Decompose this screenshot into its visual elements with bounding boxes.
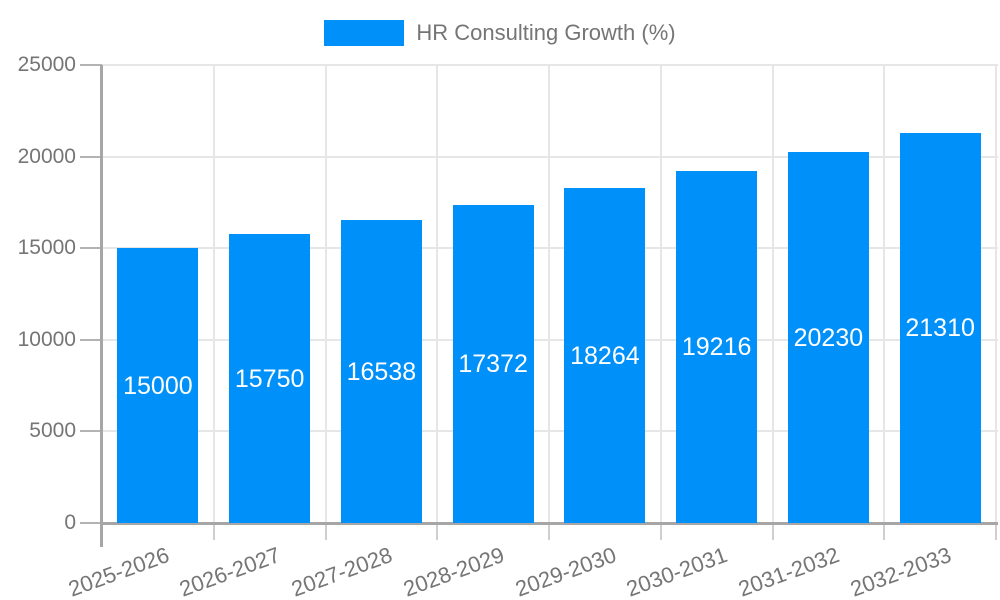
grid-line-vertical <box>212 65 215 523</box>
grid-line-vertical <box>324 65 327 523</box>
bar[interactable] <box>117 248 199 523</box>
x-axis-category-label: 2029-2030 <box>511 542 620 600</box>
x-axis-tick <box>771 523 774 540</box>
x-axis-tick <box>212 523 215 540</box>
y-axis-tick <box>80 247 102 250</box>
x-axis-line <box>102 522 998 525</box>
grid-line-horizontal <box>102 247 998 250</box>
grid-line-horizontal <box>102 338 998 341</box>
y-axis-tick <box>80 64 102 66</box>
bar-value-label: 21310 <box>905 313 975 342</box>
bar[interactable] <box>899 132 981 523</box>
y-axis-tick <box>80 338 102 341</box>
x-axis-tick <box>548 523 550 540</box>
y-axis-tick-label: 0 <box>64 511 76 534</box>
y-axis-tick-label: 15000 <box>17 236 76 260</box>
bar-value-label: 16538 <box>346 357 417 386</box>
grid-line-horizontal <box>102 430 998 433</box>
legend-swatch <box>324 20 405 46</box>
x-axis-tick <box>436 523 439 540</box>
x-axis-category-label: 2028-2029 <box>399 542 508 600</box>
y-axis-tick <box>80 430 102 433</box>
y-axis-tick-label: 5000 <box>29 419 76 443</box>
grid-line-vertical <box>436 65 439 523</box>
bar-value-label: 15750 <box>234 364 305 393</box>
legend[interactable]: HR Consulting Growth (%) <box>0 20 1000 46</box>
x-axis-category-label: 2031-2032 <box>735 542 843 600</box>
y-axis-tick-label: 20000 <box>17 144 76 168</box>
grid-line-vertical <box>659 65 662 523</box>
bar-value-label: 19216 <box>681 332 752 361</box>
grid-line-vertical <box>995 65 997 523</box>
bar[interactable] <box>787 152 869 523</box>
bar[interactable] <box>564 188 646 523</box>
x-axis-tick <box>659 523 662 540</box>
x-axis-category-label: 2025-2026 <box>64 542 173 600</box>
bar[interactable] <box>340 220 422 523</box>
y-axis-tick <box>80 522 102 524</box>
x-axis-category-label: 2032-2033 <box>846 542 955 600</box>
y-axis-tick-label: 10000 <box>17 327 76 351</box>
x-axis-category-label: 2027-2028 <box>288 542 396 600</box>
bar[interactable] <box>229 234 311 523</box>
y-axis-tick-label: 25000 <box>17 53 76 76</box>
grid-line-vertical <box>771 65 774 523</box>
bar-value-label: 20230 <box>793 323 864 352</box>
x-axis-tick <box>324 523 327 540</box>
grid-line-horizontal <box>102 64 998 66</box>
y-axis-tick <box>80 155 102 158</box>
bar-value-label: 15000 <box>123 371 193 400</box>
bar[interactable] <box>676 170 758 523</box>
x-axis-tick <box>883 523 886 540</box>
grid-line-vertical <box>883 65 886 523</box>
bar[interactable] <box>452 204 534 523</box>
grid-line-horizontal <box>102 155 998 158</box>
x-axis-tick <box>995 523 997 540</box>
x-axis-category-label: 2026-2027 <box>176 542 284 600</box>
x-axis-category-label: 2030-2031 <box>623 542 731 600</box>
legend-label: HR Consulting Growth (%) <box>416 20 676 45</box>
bar-value-label: 17372 <box>458 349 528 378</box>
bar-value-label: 18264 <box>570 341 640 370</box>
grid-line-vertical <box>548 65 550 523</box>
y-axis-line <box>100 65 103 547</box>
